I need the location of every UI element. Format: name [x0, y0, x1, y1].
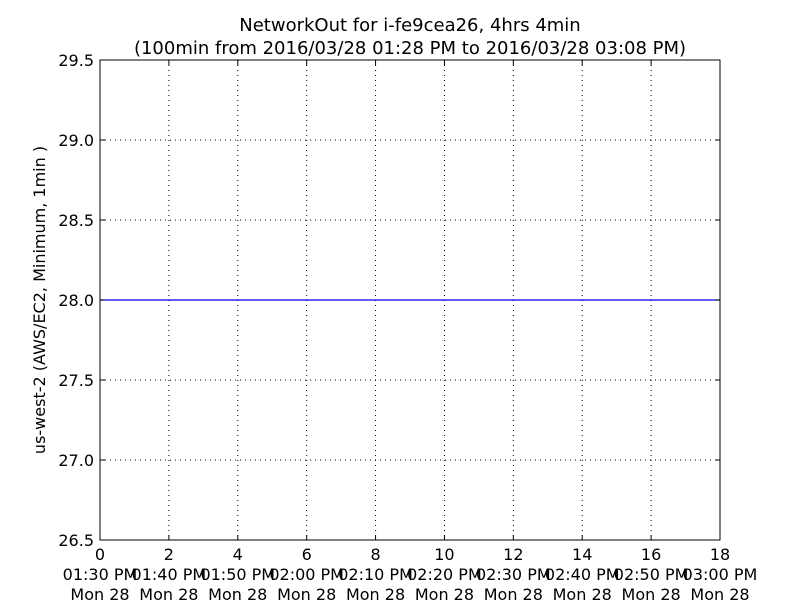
- x-tick-time-label: 03:00 PM: [683, 565, 758, 584]
- x-tick-date-label: Mon 28: [415, 585, 474, 600]
- chart-subtitle: (100min from 2016/03/28 01:28 PM to 2016…: [134, 38, 686, 59]
- x-tick-date-label: Mon 28: [484, 585, 543, 600]
- x-tick-label: 12: [503, 545, 523, 564]
- x-tick-time-label: 02:50 PM: [614, 565, 689, 584]
- x-tick-time-label: 02:30 PM: [476, 565, 551, 584]
- x-tick-label: 14: [572, 545, 592, 564]
- x-tick-time-label: 02:40 PM: [545, 565, 620, 584]
- x-tick-label: 8: [370, 545, 380, 564]
- x-tick-time-label: 02:20 PM: [407, 565, 482, 584]
- x-tick-label: 4: [233, 545, 243, 564]
- y-tick-label: 27.5: [58, 371, 94, 390]
- x-tick-time-label: 01:30 PM: [63, 565, 138, 584]
- x-tick-date-label: Mon 28: [139, 585, 198, 600]
- x-tick-date-label: Mon 28: [690, 585, 749, 600]
- x-tick-date-label: Mon 28: [553, 585, 612, 600]
- x-tick-date-label: Mon 28: [70, 585, 129, 600]
- y-tick-label: 28.5: [58, 211, 94, 230]
- x-tick-time-label: 01:40 PM: [132, 565, 207, 584]
- y-tick-label: 29.0: [58, 131, 94, 150]
- y-axis-label: us-west-2 (AWS/EC2, Minimum, 1min ): [30, 146, 49, 454]
- x-tick-time-label: 02:00 PM: [269, 565, 344, 584]
- chart-title: NetworkOut for i-fe9cea26, 4hrs 4min: [239, 15, 580, 36]
- x-tick-label: 0: [95, 545, 105, 564]
- x-tick-date-label: Mon 28: [346, 585, 405, 600]
- y-tick-label: 26.5: [58, 531, 94, 550]
- y-tick-label: 27.0: [58, 451, 94, 470]
- x-tick-label: 6: [302, 545, 312, 564]
- x-tick-label: 2: [164, 545, 174, 564]
- x-tick-time-label: 01:50 PM: [200, 565, 275, 584]
- x-tick-label: 16: [641, 545, 661, 564]
- x-tick-date-label: Mon 28: [622, 585, 681, 600]
- x-tick-time-label: 02:10 PM: [338, 565, 413, 584]
- y-tick-label: 29.5: [58, 51, 94, 70]
- x-tick-date-label: Mon 28: [277, 585, 336, 600]
- y-tick-label: 28.0: [58, 291, 94, 310]
- x-tick-date-label: Mon 28: [208, 585, 267, 600]
- x-tick-label: 18: [710, 545, 730, 564]
- x-tick-label: 10: [434, 545, 454, 564]
